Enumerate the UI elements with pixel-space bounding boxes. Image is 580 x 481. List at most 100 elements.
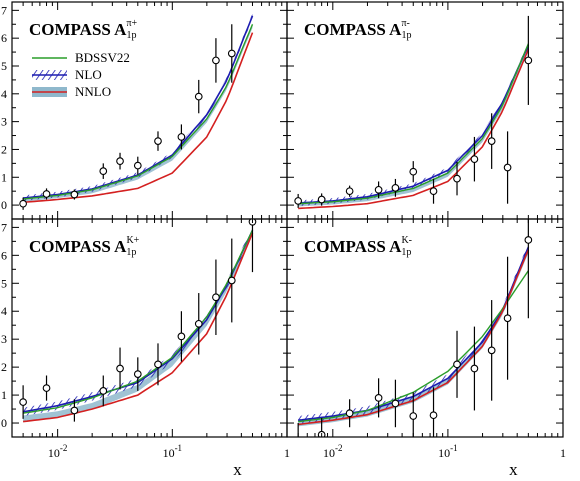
legend-label: NNLO: [75, 84, 111, 99]
legend-item-nlo: NLO: [32, 67, 102, 82]
y-tick-label: 5: [1, 59, 7, 73]
ticks: [286, 219, 564, 437]
x-axis-label: x: [233, 460, 242, 479]
data-point: [70, 190, 79, 199]
x-axis-label: x: [509, 460, 518, 479]
data-point: [19, 199, 27, 208]
data-point: [133, 370, 142, 378]
y-tick-label: 5: [1, 276, 7, 290]
nlo-line: [23, 15, 254, 199]
data-point: [177, 133, 186, 141]
y-tick-label: 1: [1, 388, 7, 402]
x-tick-label: 1: [560, 446, 566, 460]
ticks: [286, 2, 564, 219]
panel-title: COMPASS AK-1p: [304, 235, 412, 258]
nnlo-central-line: [298, 48, 530, 210]
data-point: [345, 409, 354, 418]
nnlo-central-line: [23, 232, 254, 423]
y-tick-label: 1: [1, 170, 7, 184]
data-point: [70, 406, 79, 415]
data-point: [116, 364, 124, 373]
x-tick-label: 10-2: [323, 443, 343, 460]
panel-frame: [286, 218, 564, 438]
data-point: [429, 411, 438, 420]
panel-title-superscript: K+: [126, 235, 139, 246]
data-point: [503, 314, 512, 323]
data-point: [391, 399, 400, 408]
x-tick-label: 10-2: [48, 443, 67, 460]
nnlo-band: [23, 228, 253, 423]
data-point: [524, 236, 533, 244]
legend: BDSSV22 NLO NNLO: [32, 50, 130, 99]
panel-title: COMPASS AK+ 1p: [29, 235, 140, 258]
y-tick-label: 7: [1, 220, 7, 234]
panel-title: COMPASS Aπ-1p: [304, 18, 411, 41]
bdssv22-line: [298, 43, 530, 205]
data-point: [99, 387, 108, 395]
data-point: [453, 360, 461, 369]
data-point: [391, 183, 400, 192]
data-point: [133, 161, 142, 170]
panel-title-subscript: 1p: [126, 30, 136, 41]
data-point: [212, 56, 220, 65]
y-tick-label: 6: [1, 248, 7, 262]
data-point: [194, 319, 203, 328]
panel-2: COMPASS Aπ-1p: [286, 1, 564, 220]
x-tick-label: 10-1: [438, 443, 458, 460]
panel-title-subscript: 1p: [126, 247, 136, 258]
data-point: [99, 167, 108, 175]
y-tick-label: 0: [1, 198, 7, 212]
data-point: [212, 293, 220, 302]
y-tick-label: 4: [1, 87, 7, 101]
data-point: [294, 197, 303, 205]
data-point: [42, 384, 51, 392]
panel-title-superscript: π+: [126, 18, 137, 29]
y-tick-label: 4: [1, 304, 7, 318]
data-point: [194, 92, 203, 101]
bdssv22-line: [23, 24, 254, 200]
panel-title-subscript: 1p: [401, 30, 411, 41]
nnlo-central-line: [23, 32, 254, 204]
data-point: [154, 137, 162, 145]
panel-title-superscript: π-: [401, 18, 409, 29]
y-tick-label: 2: [1, 142, 7, 156]
data-point: [503, 163, 512, 172]
data-point: [227, 276, 236, 285]
y-tick-label: 3: [1, 332, 7, 346]
y-tick-label: 3: [1, 115, 7, 129]
data-point: [116, 157, 124, 165]
data-point: [19, 398, 27, 406]
panel-4: COMPASS AK-1p: [286, 218, 564, 449]
panel-3: COMPASS AK+ 1p: [11, 218, 288, 438]
data-point: [470, 364, 479, 373]
data-point: [374, 185, 383, 194]
data-point: [409, 412, 418, 420]
data-point: [374, 394, 383, 402]
y-tick-label: 7: [1, 3, 7, 17]
ticks: [11, 219, 288, 437]
legend-item-bdssv22: BDSSV22: [32, 50, 130, 65]
x-tick-label: 10-1: [163, 443, 183, 460]
y-tick-label: 6: [1, 31, 7, 45]
panel-title-superscript: K-: [401, 235, 412, 246]
y-tick-label: 2: [1, 360, 7, 374]
data-point: [227, 49, 236, 58]
data-point: [524, 56, 533, 65]
data-point: [295, 442, 302, 449]
data-point: [345, 187, 354, 196]
data-point: [487, 137, 496, 145]
panel-title: COMPASS Aπ+ 1p: [29, 18, 138, 41]
legend-label: NLO: [75, 67, 102, 82]
legend-label: BDSSV22: [75, 50, 130, 65]
data-point: [42, 190, 51, 198]
data-point: [429, 187, 438, 196]
data-point: [409, 167, 418, 176]
nlo-line: [298, 44, 530, 204]
y-tick-label: 0: [1, 416, 7, 430]
panel-1: COMPASS Aπ+ 1p: [11, 1, 288, 220]
data-point: [317, 195, 326, 204]
legend-item-nnlo: NNLO: [32, 84, 111, 99]
data-point: [487, 346, 496, 355]
data-point: [453, 174, 461, 183]
